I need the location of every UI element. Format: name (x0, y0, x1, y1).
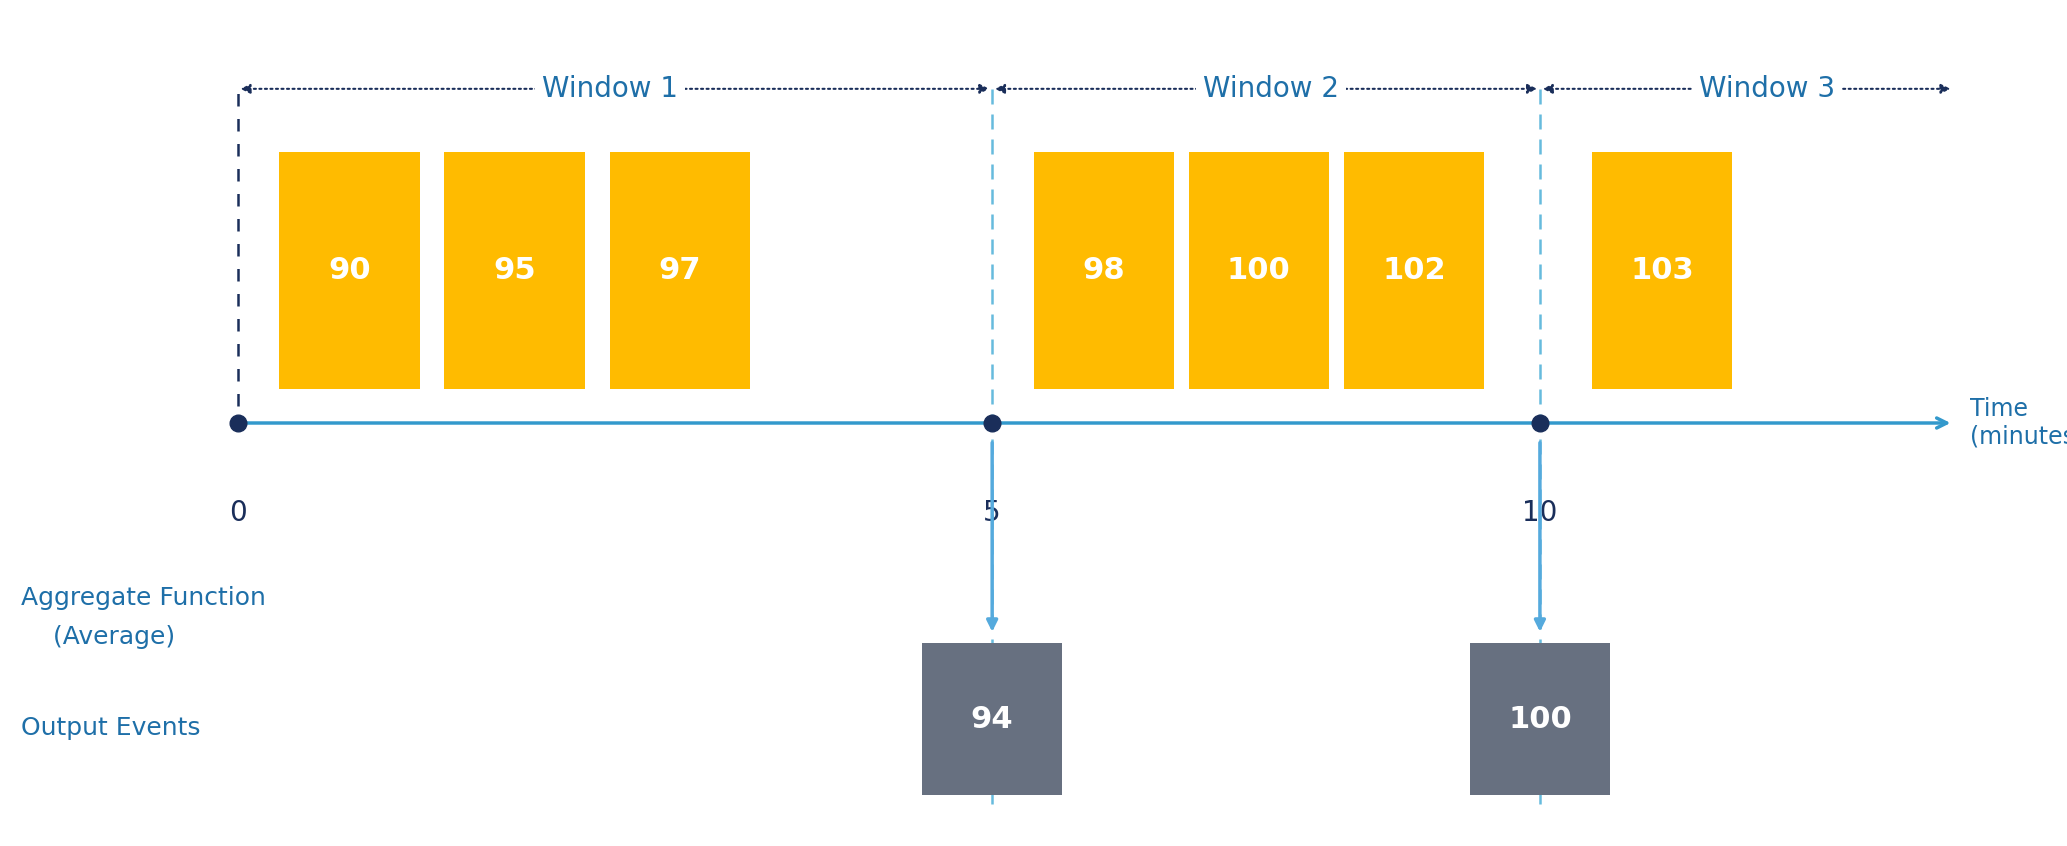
Bar (1189, 152, 1329, 389)
Text: 0: 0 (229, 499, 246, 527)
Text: 97: 97 (659, 256, 701, 285)
Bar (922, 643, 1062, 795)
Text: Aggregate Function
    (Average): Aggregate Function (Average) (21, 586, 265, 649)
Bar (279, 152, 420, 389)
Text: 90: 90 (329, 256, 370, 285)
Text: Output Events: Output Events (21, 716, 200, 739)
Bar (1592, 152, 1732, 389)
Bar (1034, 152, 1174, 389)
Text: 94: 94 (971, 705, 1013, 733)
Text: 102: 102 (1383, 256, 1445, 285)
Text: Time
(minutes): Time (minutes) (1970, 397, 2067, 449)
Bar (1344, 152, 1484, 389)
Text: 103: 103 (1631, 256, 1693, 285)
Text: Window 2: Window 2 (1203, 74, 1339, 103)
Text: Window 1: Window 1 (542, 74, 678, 103)
Bar (444, 152, 585, 389)
Text: 10: 10 (1521, 499, 1559, 527)
Bar (610, 152, 750, 389)
Text: 5: 5 (984, 499, 1000, 527)
Bar (1470, 643, 1610, 795)
Text: 98: 98 (1083, 256, 1124, 285)
Text: 100: 100 (1509, 705, 1571, 733)
Text: Window 3: Window 3 (1699, 74, 1835, 103)
Text: 100: 100 (1228, 256, 1290, 285)
Text: 95: 95 (494, 256, 535, 285)
